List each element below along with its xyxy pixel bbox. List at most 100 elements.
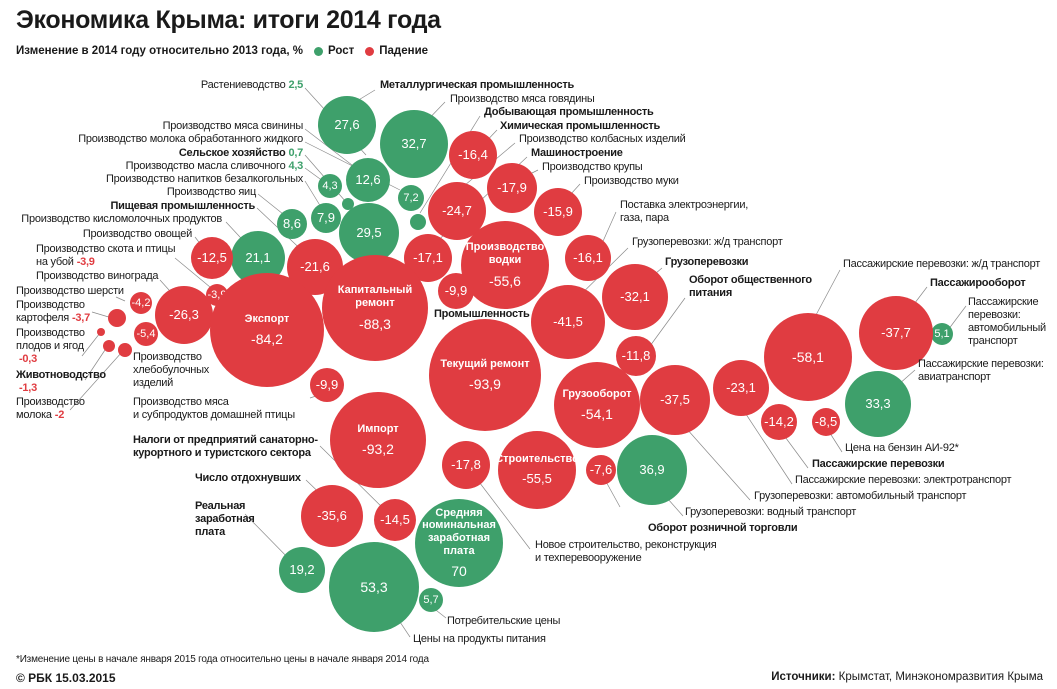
bubble: Экспорт -84,2 (210, 273, 324, 387)
bubble-title: Средняя номинальная заработная плата (422, 506, 496, 557)
bubble-value: -21,6 (300, 258, 330, 274)
bubble: 5,7 (419, 588, 443, 612)
bubble-value: -17,1 (413, 249, 443, 265)
bubble: -17,9 (487, 163, 537, 213)
bubble-value: -7,6 (589, 461, 613, 477)
bubble-value: -23,1 (726, 379, 756, 395)
category-label: Реальная заработная плата (195, 500, 255, 539)
category-label-text: Производство мяса и субпродуктов домашне… (133, 396, 295, 421)
category-label: Пассажирские перевозки (812, 458, 945, 471)
category-label: Потребительские цены (447, 615, 560, 628)
category-label-text: Производство напитков безалкогольных (105, 173, 303, 185)
category-label-text: Производство мяса свинины (162, 120, 304, 132)
bubble: Производство водки -55,6 (461, 221, 549, 309)
bubble-value: 27,6 (334, 116, 360, 132)
bubble-value: -14,2 (764, 413, 794, 429)
bubble-value: 12,6 (355, 171, 381, 187)
bubble-value: -16,1 (573, 249, 603, 265)
bubble-value: 33,3 (865, 395, 891, 411)
category-label: Пассажирские перевозки: ж/д транспорт (843, 258, 1040, 271)
sources-text: Крымстат, Минэкономразвития Крыма (838, 671, 1043, 683)
category-label: Оборот общественного питания (689, 274, 812, 300)
bubble: -12,5 (191, 237, 233, 279)
category-label: Цена на бензин АИ-92* (845, 442, 959, 455)
category-label: Добывающая промышленность (484, 106, 654, 119)
bubble-value: -35,6 (317, 507, 347, 523)
bubble: -7,6 (586, 455, 616, 485)
category-label-text: Пассажирооборот (930, 277, 1026, 289)
category-label-text: Цена на бензин АИ-92* (845, 442, 959, 454)
bubble-title: Капитальный ремонт (337, 284, 413, 309)
category-label-text: Новое строительство, реконструкция и тех… (535, 539, 717, 564)
category-label-text: Число отдохнувших (195, 472, 301, 484)
bubble-value: -41,5 (553, 313, 583, 329)
bubble-value: -55,5 (522, 470, 552, 486)
category-label-text: Производство крупы (542, 161, 643, 173)
category-label: Производство колбасных изделий (519, 133, 686, 146)
bubble-value: -4,2 (131, 296, 151, 309)
category-label-value: -3,7 (72, 312, 90, 324)
bubble-value: -14,5 (380, 511, 410, 527)
category-label-text: Оборот розничной торговли (648, 522, 798, 534)
bubble-value: -24,7 (442, 202, 472, 218)
category-label: Цены на продукты питания (413, 633, 546, 646)
bubble: 32,7 (380, 110, 448, 178)
bubble (97, 328, 105, 336)
bubble-value: 36,9 (639, 461, 665, 477)
category-label: Производство винограда (36, 270, 159, 283)
subtitle-text: Изменение в 2014 году относительно 2013 … (16, 45, 303, 57)
category-label-value: 0,7 (288, 147, 303, 159)
bubble-value: -17,8 (451, 456, 481, 472)
category-label: Производство плодов и ягод -0,3 (16, 327, 85, 366)
bubble: 7,2 (398, 185, 424, 211)
bubble-value: -17,9 (497, 179, 527, 195)
category-label: Производство скота и птицы на убой -3,9 (36, 243, 175, 269)
bubble-value: -84,2 (251, 331, 283, 348)
bubble-title: Импорт (357, 422, 399, 435)
category-label: Промышленность (434, 308, 530, 321)
bubble-title: Грузооборот (562, 387, 632, 400)
bubble: -37,5 (640, 365, 710, 435)
category-label-text: Производство молока (16, 396, 85, 421)
leader-line (81, 332, 101, 357)
category-label: Производство овощей (83, 228, 192, 241)
category-label: Пассажирские перевозки: авиатранспорт (918, 358, 1044, 384)
category-label-text: Потребительские цены (447, 615, 561, 627)
category-label: Производство мяса и субпродуктов домашне… (133, 396, 295, 422)
bubble-title: Экспорт (244, 312, 290, 325)
bubble (410, 214, 426, 230)
bubble-value: -54,1 (581, 406, 613, 423)
category-label: Грузоперевозки (665, 256, 749, 269)
category-label: Сельское хозяйство 0,7 (179, 147, 303, 160)
category-label: Новое строительство, реконструкция и тех… (535, 539, 717, 565)
bubble (342, 198, 354, 210)
bubble-value: 29,5 (356, 224, 382, 240)
bubble: Капитальный ремонт -88,3 (322, 255, 428, 361)
category-label: Производство молока обработанного жидког… (78, 133, 303, 146)
category-label: Производство кисломолочных продуктов (21, 213, 222, 226)
bubble (118, 343, 132, 357)
legend-growth-dot-icon (313, 46, 323, 56)
bubble: Импорт -93,2 (330, 392, 426, 488)
bubble: -58,1 (764, 313, 852, 401)
category-label: Производство крупы (542, 161, 643, 174)
bubble-value: -88,3 (359, 315, 391, 332)
category-label-value: -0,3 (19, 353, 37, 365)
bubble-value: 32,7 (401, 135, 427, 151)
category-label-text: Производство кисломолочных продуктов (21, 213, 222, 225)
category-label-value: 4,3 (288, 160, 303, 172)
category-label: Пищевая промышленность (110, 200, 255, 213)
bubble-value: 19,2 (289, 561, 315, 577)
bubble: -32,1 (602, 264, 668, 330)
bubble: -8,5 (812, 408, 840, 436)
bubble-value: -9,9 (315, 376, 339, 392)
category-label: Оборот розничной торговли (648, 522, 798, 535)
category-label-text: Растениеводство (200, 79, 286, 91)
bubble-value: -37,5 (660, 391, 690, 407)
category-label-value: -2 (54, 409, 65, 421)
category-label: Производство мяса говядины (450, 93, 595, 106)
leader-line (737, 401, 793, 485)
category-label-text: Пассажирские перевозки: ж/д транспорт (843, 258, 1041, 270)
leader-line (115, 296, 126, 302)
bubble-value: -93,2 (362, 441, 394, 458)
